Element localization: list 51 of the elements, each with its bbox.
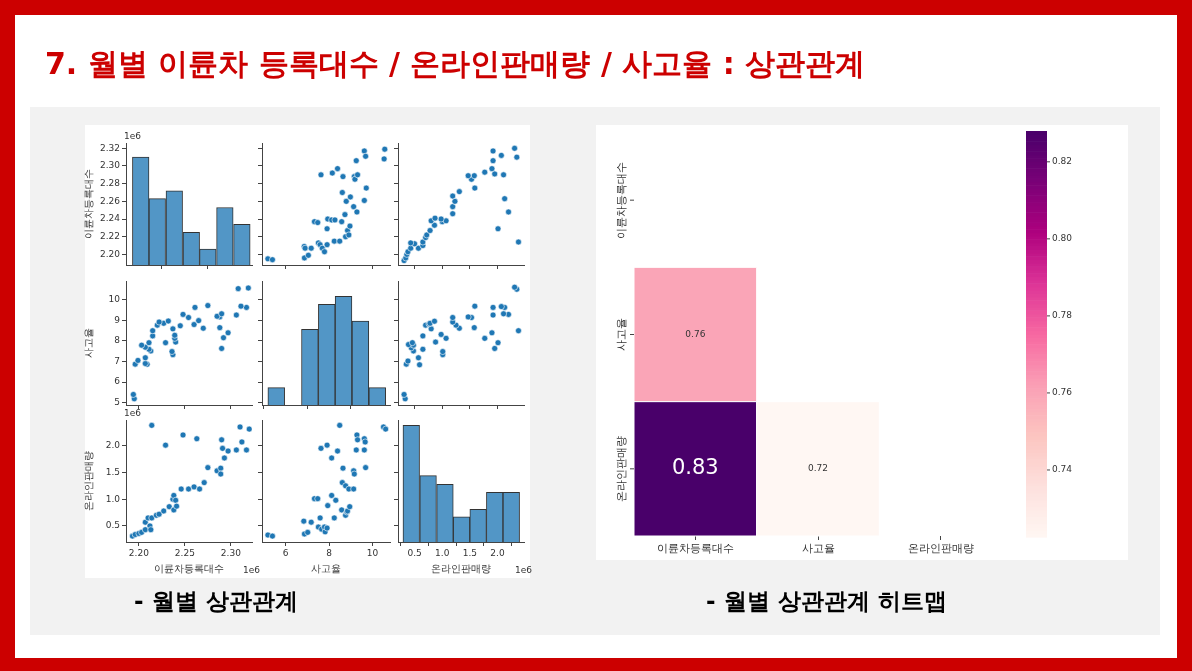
y-tick-label: 0.5 [105, 520, 120, 531]
text: - 월별 상관관계 [134, 587, 298, 616]
y-tick-label: 2.28 [99, 178, 121, 189]
x-axis-title: 온라인판매량 [431, 562, 491, 574]
x-tick-label: 2.20 [128, 547, 150, 558]
x-tick-label: 6 [282, 547, 289, 558]
x-tick-label: 8 [326, 547, 333, 558]
text: - 월별 상관관계 히트맵 [706, 587, 947, 616]
y-tick-label: 온라인판매량 [615, 435, 629, 502]
data-label: 0.83 [671, 455, 719, 480]
x-tick-label: 사고율 [801, 542, 835, 556]
y-tick-label: 1.0 [105, 493, 121, 504]
x-tick-label: 2.30 [220, 547, 242, 558]
x-tick-label: 0.5 [407, 547, 422, 558]
text: 1e6 [515, 564, 533, 575]
x-axis-title: 사고율 [311, 562, 341, 574]
y-tick-label: 5 [114, 397, 120, 408]
x-tick-label: 2.0 [490, 547, 505, 558]
y-tick-label: 2.30 [99, 160, 121, 171]
y-tick-label: 2.26 [99, 195, 121, 206]
x-axis-title: 이륜차등록대수 [154, 562, 224, 574]
data-label: 0.72 [807, 463, 829, 474]
color-bar-label: 0.80 [1052, 233, 1073, 244]
text: 1e6 [124, 407, 142, 418]
y-tick-label: 2.24 [99, 213, 121, 224]
text: 1e6 [243, 564, 261, 575]
y-tick-label: 2.20 [99, 248, 121, 259]
y-tick-label: 10 [108, 293, 121, 304]
x-tick-label: 온라인판매량 [907, 542, 974, 556]
color-bar-label: 0.78 [1052, 310, 1073, 321]
x-tick-label: 10 [366, 547, 379, 558]
x-tick-label: 1.5 [462, 547, 478, 558]
y-tick-label: 8 [114, 335, 121, 346]
y-tick-label: 6 [114, 376, 121, 387]
y-tick-label: 9 [114, 314, 121, 325]
color-bar-label: 0.82 [1052, 156, 1073, 167]
y-tick-label: 2.0 [105, 440, 121, 451]
x-tick-label: 1.0 [435, 547, 450, 558]
y-tick-label: 1.5 [105, 466, 120, 477]
x-tick-label: 2.25 [174, 547, 195, 558]
text: 1e6 [124, 130, 142, 141]
data-label: 0.76 [685, 328, 706, 339]
y-tick-label: 사고율 [615, 318, 629, 351]
text: 7. 월별 이륜차 등록대수 / 온라인판매량 / 사고율 : 상관관계 [45, 45, 866, 83]
y-tick-label: 이륜차등록대수 [615, 161, 629, 239]
color-bar-label: 0.76 [1052, 387, 1073, 398]
y-tick-label: 2.32 [99, 142, 120, 153]
x-tick-label: 이륜차등록대수 [656, 542, 734, 556]
color-bar-label: 0.74 [1052, 464, 1073, 475]
y-tick-label: 7 [114, 355, 120, 366]
y-tick-label: 2.22 [99, 231, 120, 242]
